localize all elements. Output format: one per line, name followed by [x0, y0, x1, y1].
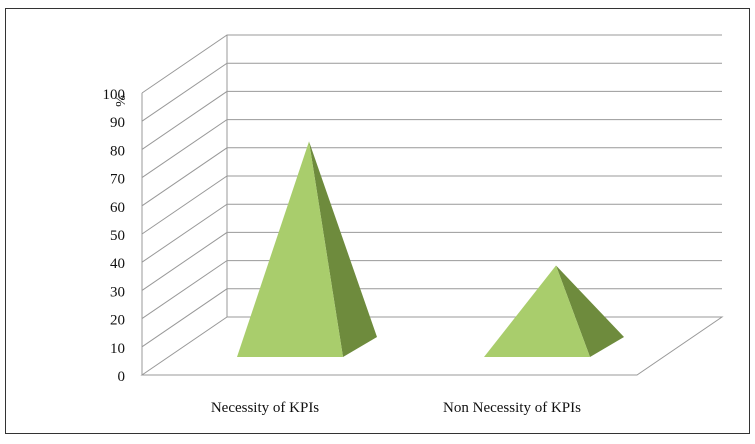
pyramid-1 — [484, 265, 624, 357]
pyramid-0 — [237, 141, 377, 357]
x-category-label: Non Necessity of KPIs — [443, 400, 581, 416]
chart-floor — [140, 316, 724, 376]
y-tick-label: 80 — [110, 143, 125, 159]
gridline — [141, 231, 722, 291]
y-tick-label: 100 — [103, 87, 126, 103]
gridline — [141, 62, 722, 122]
x-axis-categories: Necessity of KPIs Non Necessity of KPIs — [211, 400, 581, 416]
gridline — [141, 203, 722, 263]
gridline — [141, 147, 722, 207]
pyramid-side-face — [309, 141, 377, 357]
x-category-label: Necessity of KPIs — [211, 400, 319, 416]
y-tick-label: 10 — [110, 341, 125, 357]
y-tick-label: 90 — [110, 115, 125, 131]
y-tick-label: 30 — [110, 284, 125, 300]
gridline — [141, 260, 722, 320]
gridlines — [141, 34, 722, 348]
y-tick-label: 20 — [110, 313, 125, 329]
pyramid-side-face — [556, 265, 624, 357]
gridline — [141, 175, 722, 235]
y-tick-label: 50 — [110, 228, 125, 244]
y-axis-ticks: 0 10 20 30 40 50 60 70 80 90 100 — [103, 87, 126, 385]
y-tick-label: 40 — [110, 256, 125, 272]
y-tick-label: 70 — [110, 172, 125, 188]
y-tick-label: 0 — [118, 369, 126, 385]
chart-border — [5, 8, 750, 434]
gridline — [141, 119, 722, 179]
pyramid-series — [237, 141, 624, 357]
gridline — [141, 34, 722, 94]
y-tick-label: 60 — [110, 200, 125, 216]
pyramid-front-face — [237, 141, 343, 357]
pyramid-front-face — [484, 265, 590, 357]
y-axis-unit-label: % — [112, 95, 127, 107]
gridline — [141, 90, 722, 150]
